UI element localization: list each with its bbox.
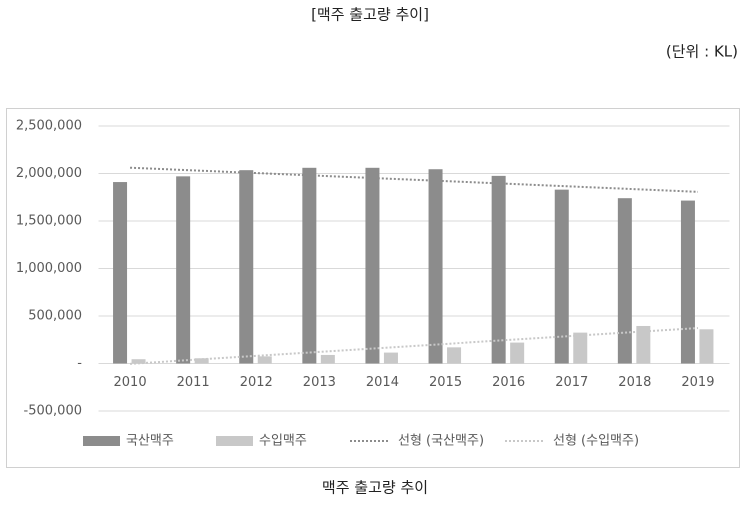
x-tick-label: 2013 [303,375,336,390]
y-tick-label: 500,000 [28,309,82,324]
y-tick-label: - [77,356,82,371]
bar [365,167,380,364]
bar [383,352,398,364]
legend-label: 수입맥주 [259,434,307,449]
bar [239,170,254,364]
legend-label: 선형 (국산맥주) [398,434,484,449]
legend-label: 국산맥주 [126,434,174,449]
bar [617,198,632,364]
chart-title: 맥주 출고량 추이 [322,479,428,497]
bar [636,325,651,364]
bar [428,169,443,364]
bar [194,358,209,364]
bar [320,354,335,364]
trendline [130,166,698,193]
y-tick-label: 1,000,000 [16,261,82,276]
bar [573,332,588,364]
chart-frame [6,108,740,468]
unit-note: (단위 : KL) [666,43,738,61]
x-tick-label: 2018 [618,375,651,390]
x-tick-label: 2017 [555,375,588,390]
y-tick-label: 2,500,000 [16,119,82,134]
y-tick-label: -500,000 [24,404,82,419]
bar [176,176,191,364]
x-tick-label: 2014 [366,375,399,390]
bar [113,182,128,364]
legend-swatch [83,436,120,446]
bar [699,329,714,364]
x-tick-label: 2012 [240,375,273,390]
y-tick-label: 1,500,000 [16,214,82,229]
bar [447,347,462,364]
bar [302,167,317,364]
heading: [맥주 출고량 추이] [311,6,429,24]
bar [491,175,506,364]
y-tick-label: 2,000,000 [16,166,82,181]
x-tick-label: 2016 [492,375,525,390]
legend-label: 선형 (수입맥주) [553,434,639,449]
bar [131,359,146,364]
bar [554,189,569,364]
x-tick-label: 2015 [429,375,462,390]
bar [257,356,272,364]
x-tick-label: 2010 [114,375,147,390]
x-tick-label: 2011 [177,375,210,390]
bar [680,200,695,364]
bar [510,342,525,364]
legend-swatch [216,436,253,446]
trendline [129,327,699,365]
x-tick-label: 2019 [681,375,714,390]
